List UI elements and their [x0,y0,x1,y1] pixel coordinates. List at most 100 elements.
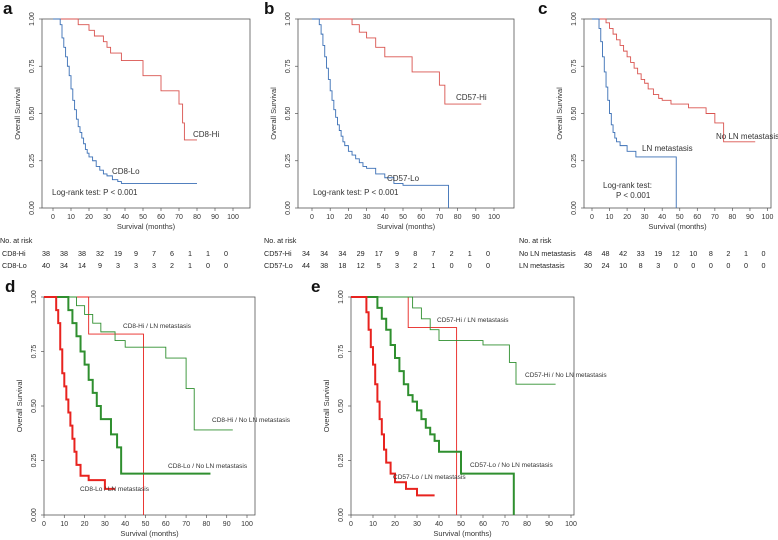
x-tick-label: 40 [435,521,443,528]
x-tick-label: 20 [623,214,631,221]
risk-cell: 19 [114,249,122,258]
risk-cell: 42 [619,249,627,258]
risk-cell: 38 [60,249,68,258]
risk-cell: 34 [320,249,328,258]
log-rank-annotation: Log-rank test: P < 0.001 [52,188,138,197]
x-tick-label: 100 [565,521,577,528]
x-tick-label: 50 [142,521,150,528]
x-tick-label: 50 [457,521,465,528]
survival-curve-cd8-lo-ln-metastasis [44,296,116,490]
x-tick-label: 80 [454,214,462,221]
risk-cell: 24 [602,261,610,270]
y-axis-label: Overall Survival [269,87,278,140]
y-tick-label: 1.00 [29,12,36,26]
risk-cell: 0 [674,261,678,270]
y-tick-label: 0.00 [285,201,292,215]
x-tick-label: 10 [369,521,377,528]
risk-cell: 40 [42,261,50,270]
x-tick-label: 90 [746,214,754,221]
x-tick-label: 20 [345,214,353,221]
risk-cell: 18 [338,261,346,270]
y-axis-label: Overall Survival [555,87,564,140]
risk-cell: 2 [170,261,174,270]
risk-cell: 12 [672,249,680,258]
risk-cell: 29 [357,249,365,258]
risk-cell: 34 [302,249,310,258]
risk-cell: 34 [338,249,346,258]
x-tick-label: 10 [67,214,75,221]
risk-row-label: CD8-Lo [2,261,27,270]
y-tick-label: 0.75 [571,59,578,73]
x-tick-label: 100 [488,214,500,221]
survival-curve-cd57-lo-no-ln-metastasis [351,296,515,515]
x-tick-label: 80 [523,521,531,528]
risk-cell: 38 [42,249,50,258]
log-rank-annotation: Log-rank test: [603,181,652,190]
risk-cell: 0 [744,261,748,270]
x-tick-label: 80 [729,214,737,221]
risk-cell: 0 [726,261,730,270]
panel-letter: a [3,0,13,18]
risk-cell: 2 [450,249,454,258]
risk-cell: 8 [709,249,713,258]
x-tick-label: 0 [590,214,594,221]
y-tick-label: 0.25 [31,454,38,468]
risk-cell: 0 [206,261,210,270]
risk-cell: 1 [188,261,192,270]
risk-cell: 7 [152,249,156,258]
risk-cell: 8 [413,249,417,258]
risk-cell: 14 [78,261,86,270]
risk-cell: 3 [152,261,156,270]
x-tick-label: 10 [60,521,68,528]
x-tick-label: 50 [676,214,684,221]
y-tick-label: 0.25 [571,154,578,168]
y-axis-label: Overall Survival [15,379,24,432]
plot-frame [583,18,772,209]
survival-curve-cd57-lo [312,18,449,208]
risk-table-title: No. at risk [519,236,552,245]
x-tick-label: 60 [479,521,487,528]
panel-c: c0.000.250.500.751.000 10 20 30 40 50 60 70 80 90… [519,0,778,270]
series-label: No LN metastasis [716,132,778,141]
risk-cell: 3 [395,261,399,270]
risk-cell: 10 [689,249,697,258]
series-label: CD8-Lo [112,167,140,176]
y-tick-label: 0.75 [29,59,36,73]
series-label: CD8-Hi / No LN metastasis [212,417,291,424]
x-tick-label: 50 [399,214,407,221]
y-tick-label: 0.25 [338,454,345,468]
survival-curve-cd57-hi [312,18,482,105]
risk-cell: 32 [96,249,104,258]
series-label: LN metastasis [642,144,693,153]
x-tick-label: 40 [121,214,129,221]
x-axis-label: Survival (months) [120,529,179,538]
survival-curve-cd8-hi [53,18,197,141]
survival-curve-cd57-hi-no-ln-metastasis [351,296,556,385]
x-axis-label: Survival (months) [433,529,492,538]
survival-curve-cd8-hi-no-ln-metastasis [44,296,233,431]
x-tick-label: 70 [175,214,183,221]
risk-cell: 0 [486,261,490,270]
risk-cell: 5 [377,261,381,270]
y-axis-label: Overall Survival [322,379,331,432]
y-tick-label: 0.25 [285,154,292,168]
y-tick-label: 0.50 [31,399,38,413]
risk-cell: 7 [431,249,435,258]
series-label: CD57-Lo / No LN metastasis [470,462,553,469]
x-tick-label: 60 [162,521,170,528]
panel-letter: b [264,0,274,18]
risk-cell: 48 [602,249,610,258]
risk-cell: 1 [431,261,435,270]
risk-cell: 0 [762,261,766,270]
risk-table-title: No. at risk [0,236,33,245]
log-rank-annotation: Log-rank test: P < 0.001 [313,188,399,197]
x-axis-label: Survival (months) [117,222,176,231]
y-tick-label: 1.00 [285,12,292,26]
risk-cell: 30 [584,261,592,270]
risk-cell: 6 [170,249,174,258]
x-tick-label: 10 [326,214,334,221]
x-tick-label: 30 [641,214,649,221]
risk-cell: 1 [744,249,748,258]
